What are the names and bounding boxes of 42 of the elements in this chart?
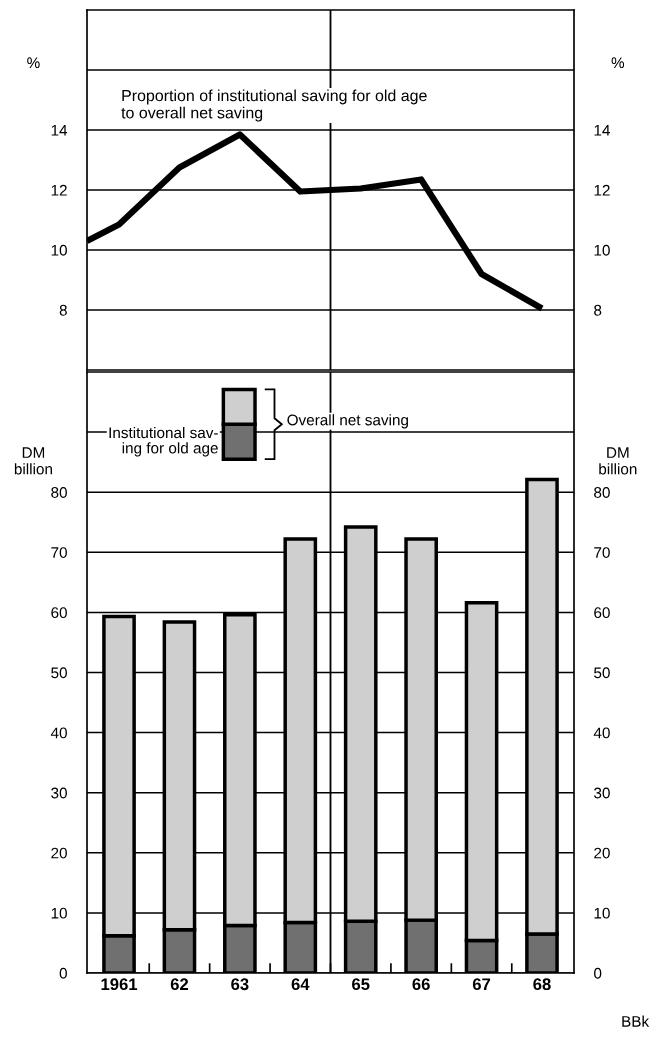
y-tick-label: 70 (51, 547, 67, 558)
y2-tick-label: 20 (594, 847, 610, 859)
y2-tick-label: 0 (594, 967, 602, 979)
y2-tick-label: 60 (594, 607, 610, 619)
y-tick-label: 30 (51, 787, 67, 799)
y-tick-label: 12 (51, 184, 67, 196)
y2-tick-label: 10 (594, 907, 610, 919)
x-tick-label: 1961 (101, 978, 138, 991)
y2-axis-title: DM billion (599, 447, 637, 475)
legend-title: Overall net saving (287, 414, 408, 429)
x-tick-label: 65 (352, 978, 370, 991)
x-tick-label: 64 (291, 978, 310, 991)
y2-tick-label: 70 (594, 547, 610, 558)
x-tick-label: 62 (170, 978, 189, 991)
y2-tick-label: 50 (594, 667, 610, 679)
y2-tick-label: 12 (594, 184, 610, 196)
x-tick-label: 67 (472, 978, 491, 991)
y2-tick-label: 40 (593, 727, 610, 739)
x-tick-label: 66 (412, 978, 430, 991)
y-tick-label: 0 (59, 967, 67, 979)
y2-tick-label: 80 (594, 487, 610, 498)
y-tick-label: 50 (51, 667, 67, 679)
x-tick-label: 63 (231, 978, 249, 991)
y2-tick-label: 14 (594, 125, 610, 136)
y-tick-label: 10 (51, 907, 67, 919)
y-tick-label: 20 (51, 847, 67, 859)
y2-tick-label: 8 (594, 304, 602, 316)
y-tick-label: 40 (50, 727, 67, 739)
y2-axis-title: % (611, 57, 625, 69)
y-tick-label: 60 (51, 607, 67, 619)
y-axis-title: % (27, 57, 40, 69)
y-axis-title: DM billion (14, 447, 52, 475)
x-tick-label: 68 (533, 978, 551, 991)
text: Proportion of institutional saving for old age to overall net saving (121, 89, 427, 122)
y-tick-label: 80 (51, 487, 67, 498)
y-tick-label: 8 (59, 304, 67, 316)
legend-label: Institutional sav- ing for old age (109, 426, 218, 457)
y-tick-label: 10 (51, 244, 67, 256)
y2-tick-label: 10 (594, 244, 610, 256)
y2-tick-label: 30 (594, 787, 610, 799)
y-tick-label: 14 (51, 125, 68, 136)
text: BBk (622, 1015, 650, 1027)
